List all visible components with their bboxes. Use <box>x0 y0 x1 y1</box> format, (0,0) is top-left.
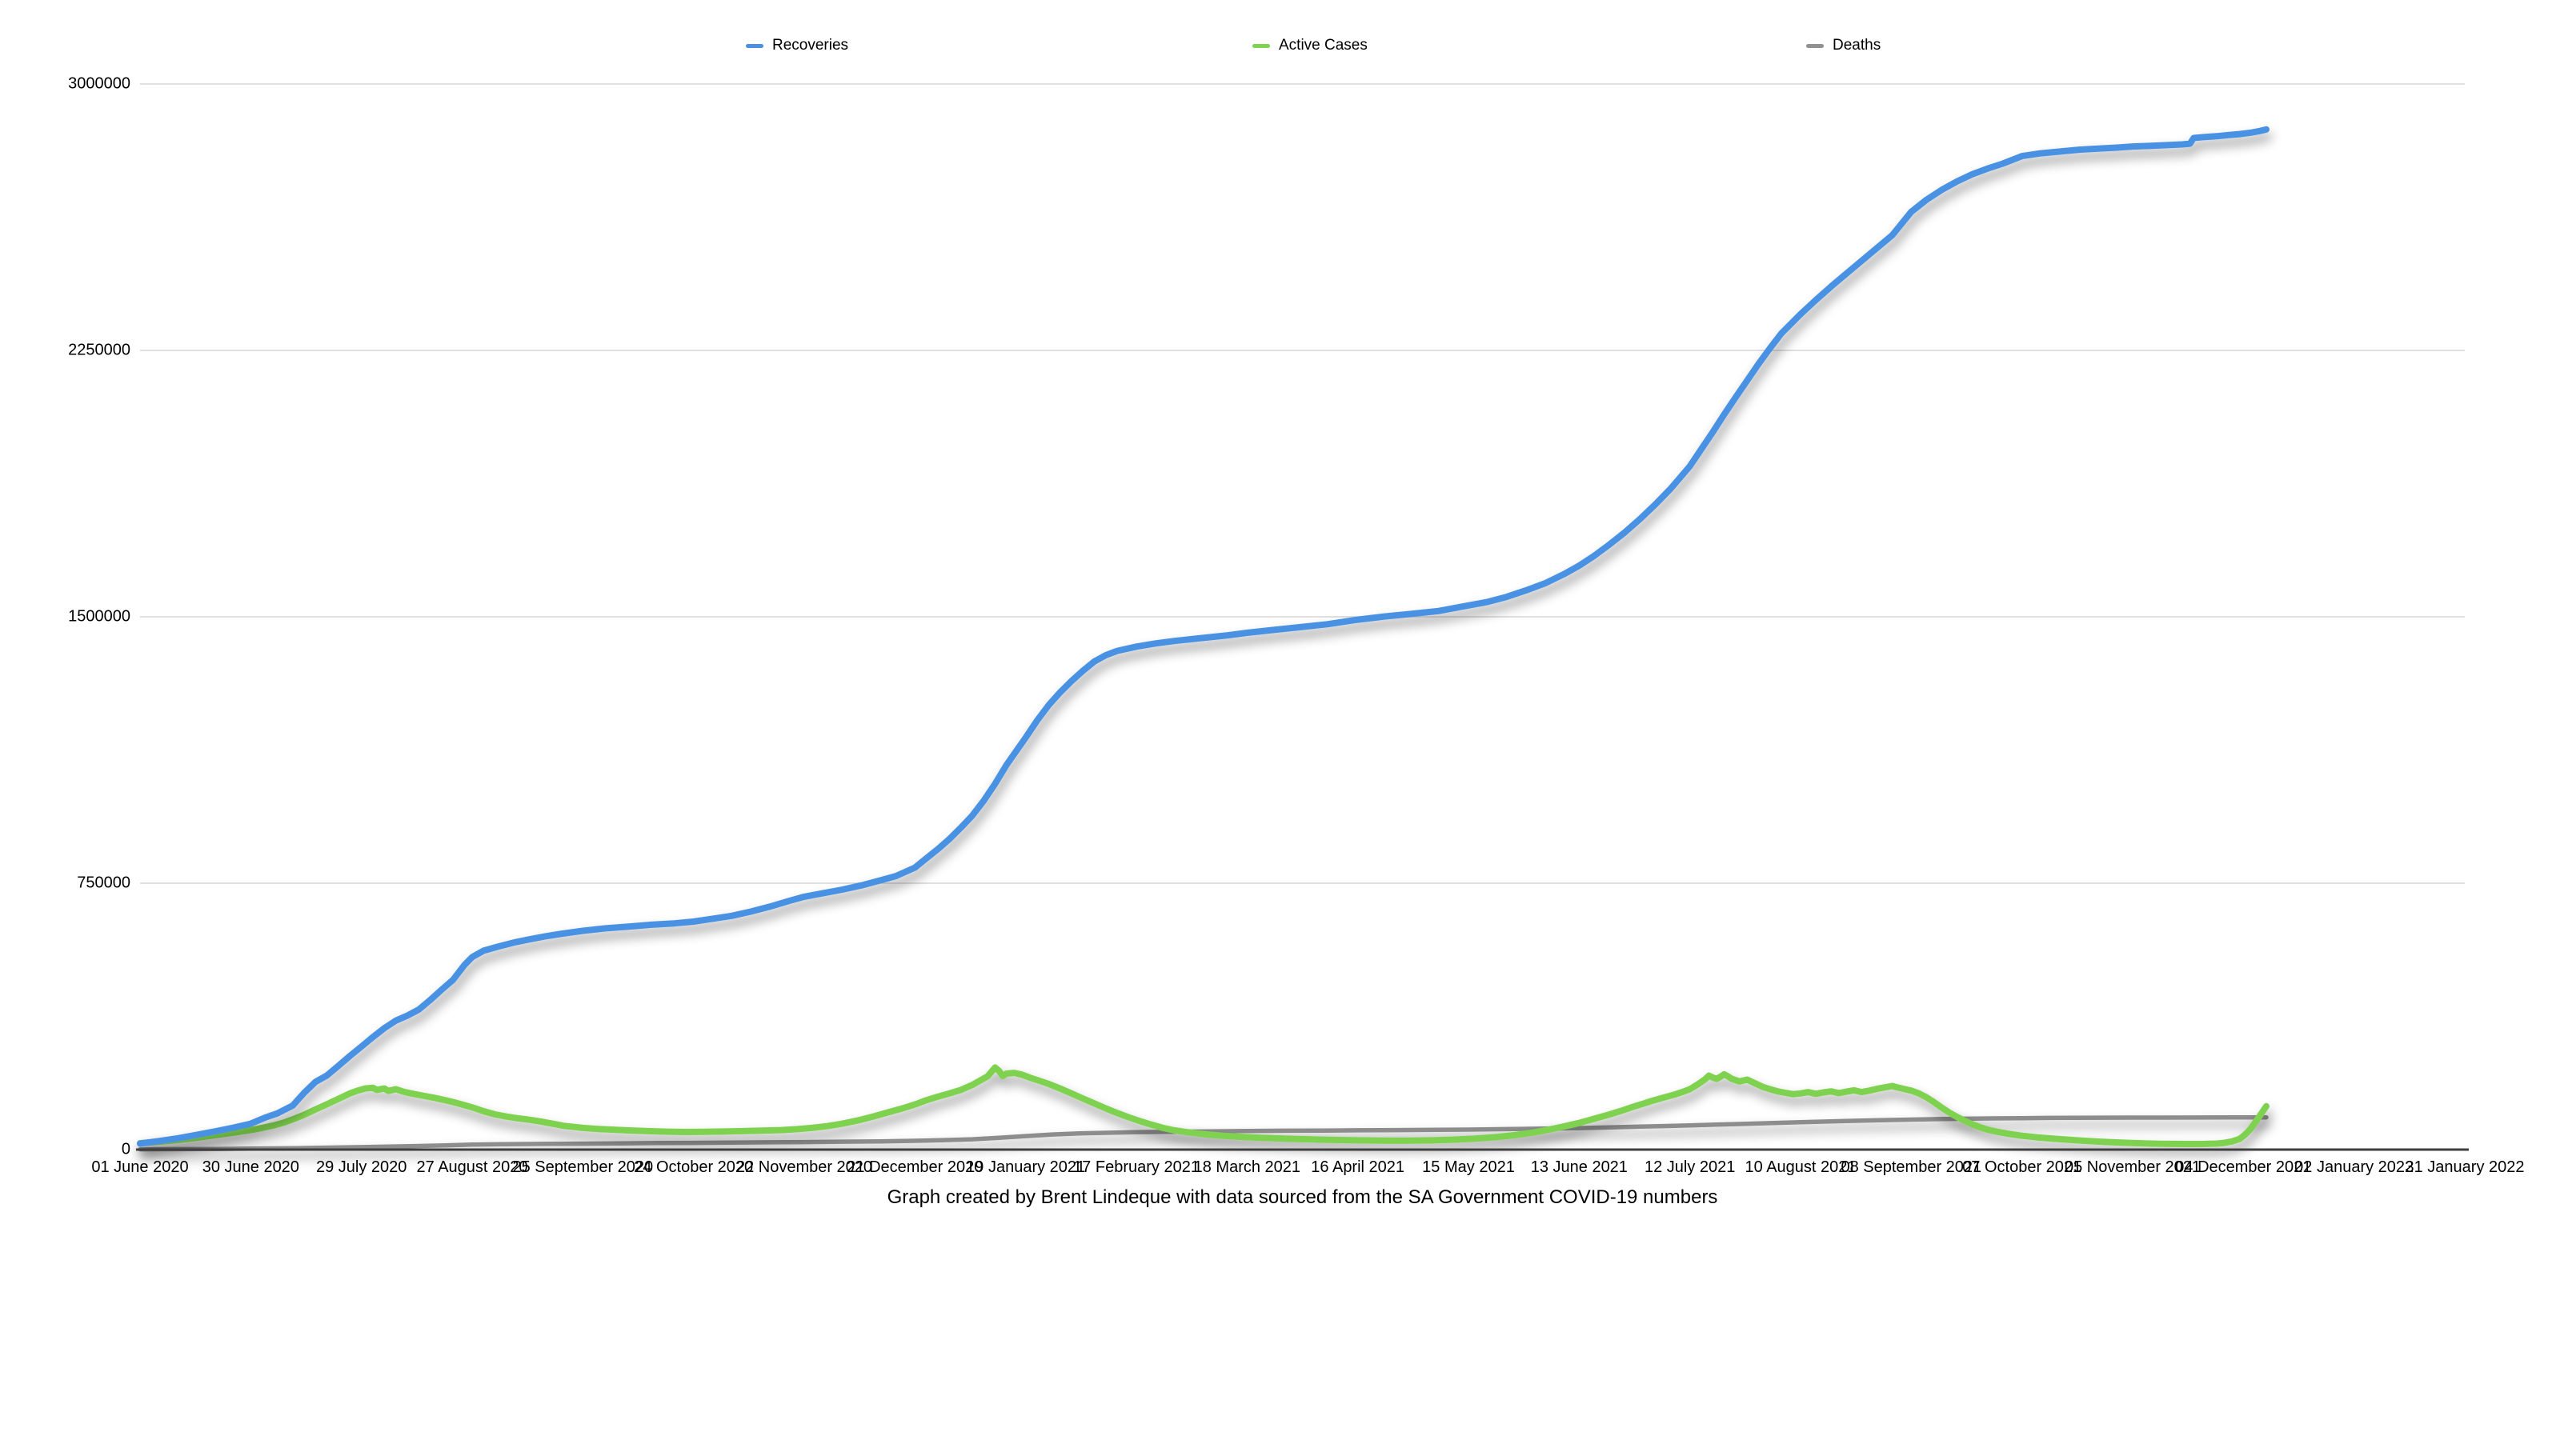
x-tick-label: 25 September 2020 <box>512 1158 654 1176</box>
series-line-active-cases <box>137 1064 2270 1147</box>
x-tick-label: 30 June 2020 <box>202 1158 299 1176</box>
chart-canvas <box>136 83 2469 1152</box>
x-tick-label: 29 July 2020 <box>315 1158 407 1176</box>
legend-item-deaths: Deaths <box>1806 37 1881 54</box>
y-tick-label: 1500000 <box>68 607 130 626</box>
x-tick-label: 10 August 2021 <box>1745 1158 1857 1176</box>
x-axis-labels: 01 June 2020 30 June 2020 29 July 2020 27 A… <box>0 1158 2572 1182</box>
recoveries-line-swatch-icon <box>746 43 763 48</box>
y-tick-label: 2250000 <box>68 341 130 359</box>
legend-label-deaths: Deaths <box>1833 37 1881 54</box>
chart-legend: Recoveries Active Cases Deaths <box>0 0 2572 56</box>
x-tick-label: 15 May 2021 <box>1422 1158 1515 1176</box>
x-tick-label: 22 November 2020 <box>735 1158 873 1176</box>
x-tick-label: 31 January 2022 <box>2405 1158 2525 1176</box>
x-tick-label: 27 August 2020 <box>416 1158 528 1176</box>
x-tick-label: 02 January 2022 <box>2294 1158 2414 1176</box>
chart-caption: Graph created by Brent Lindeque with dat… <box>887 1186 1718 1208</box>
x-tick-label: 24 October 2020 <box>634 1158 754 1176</box>
legend-label-recoveries: Recoveries <box>772 37 849 54</box>
legend-label-active-cases: Active Cases <box>1279 37 1368 54</box>
x-tick-label: 04 December 2021 <box>2175 1158 2312 1176</box>
y-tick-label: 750000 <box>77 874 130 892</box>
y-tick-label: 0 <box>121 1140 130 1158</box>
x-tick-label: 08 September 2021 <box>1841 1158 1982 1176</box>
x-tick-label: 17 February 2021 <box>1073 1158 1200 1176</box>
x-tick-label: 05 November 2021 <box>2064 1158 2201 1176</box>
x-tick-label: 13 June 2021 <box>1530 1158 1628 1176</box>
x-tick-label: 12 July 2021 <box>1644 1158 1736 1176</box>
x-tick-label: 21 December 2020 <box>847 1158 984 1176</box>
legend-item-recoveries: Recoveries <box>746 37 848 54</box>
x-tick-label: 16 April 2021 <box>1311 1158 1405 1176</box>
active-cases-line-swatch-icon <box>1252 43 1270 48</box>
x-tick-label: 19 January 2021 <box>966 1158 1086 1176</box>
deaths-line-swatch-icon <box>1806 43 1824 48</box>
x-tick-label: 18 March 2021 <box>1193 1158 1301 1176</box>
x-tick-label: 01 June 2020 <box>91 1158 189 1176</box>
series-line-recoveries <box>137 126 2270 1147</box>
x-tick-label: 07 October 2021 <box>1962 1158 2082 1176</box>
y-tick-label: 3000000 <box>68 74 130 93</box>
legend-item-active-cases: Active Cases <box>1252 37 1368 54</box>
